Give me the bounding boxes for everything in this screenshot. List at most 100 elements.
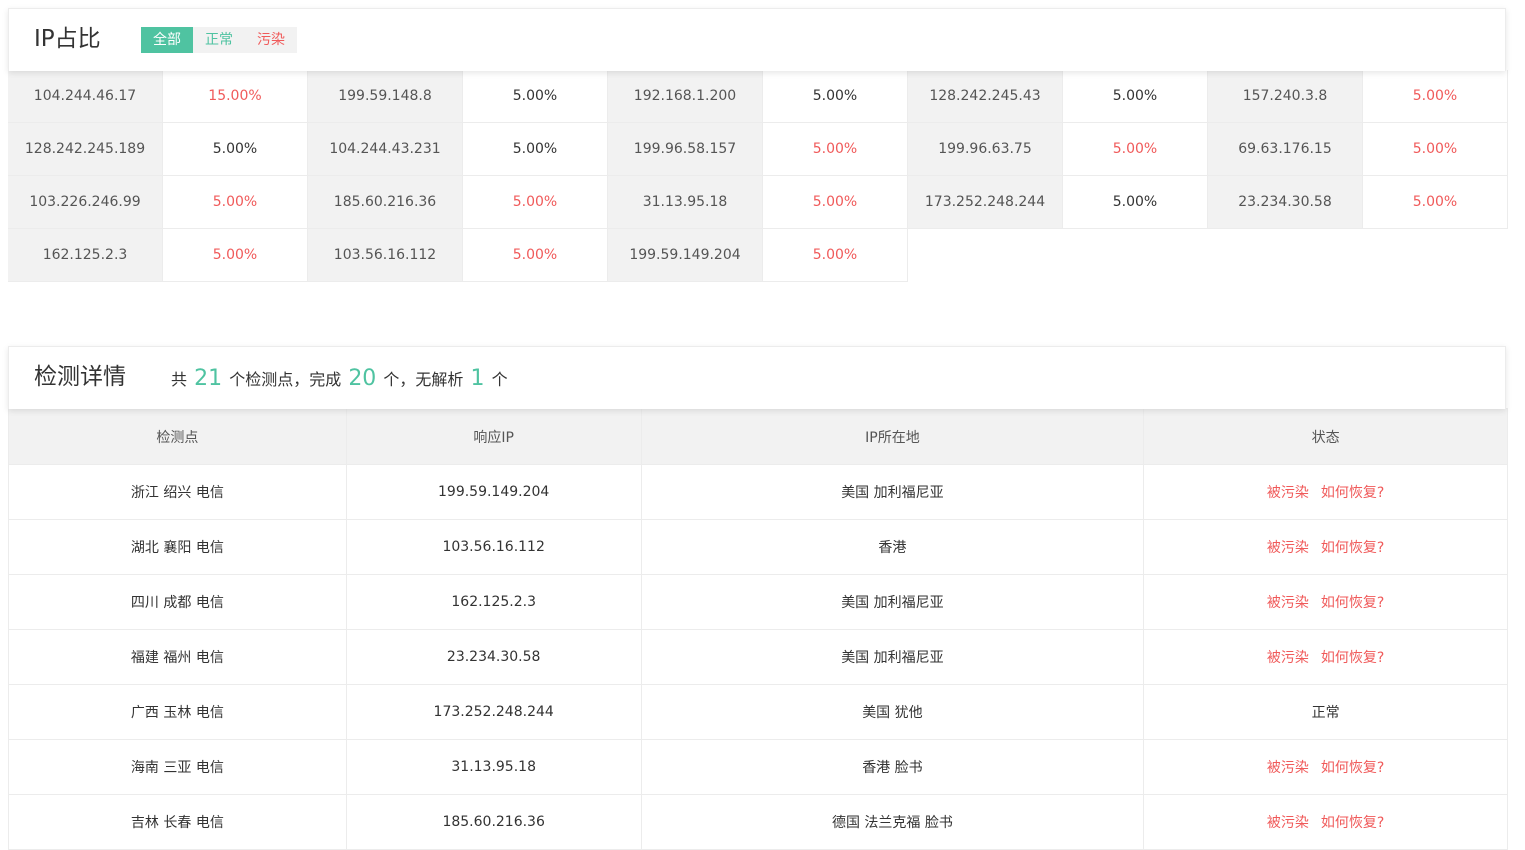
- ip-ratio-percent: 5.00%: [763, 123, 908, 176]
- filter-polluted-button[interactable]: 污染: [245, 27, 297, 53]
- row-ip: 185.60.216.36: [345, 794, 642, 850]
- detail-table-header: 检测点 响应IP IP所在地 状态: [8, 408, 1508, 465]
- status-badge: 被污染: [1266, 650, 1309, 666]
- ip-ratio-ip: 199.59.149.204: [608, 229, 763, 282]
- summary-total-count: 21: [194, 366, 223, 391]
- ip-ratio-panel: IP占比 全部 正常 污染: [8, 8, 1506, 71]
- how-to-recover-link[interactable]: 如何恢复?: [1320, 815, 1385, 831]
- filter-group: 全部 正常 污染: [141, 27, 297, 53]
- ip-ratio-percent: 5.00%: [1063, 70, 1208, 123]
- how-to-recover-link[interactable]: 如何恢复?: [1320, 760, 1385, 776]
- ip-ratio-ip: 192.168.1.200: [608, 70, 763, 123]
- detail-title: 检测详情: [34, 364, 126, 390]
- detail-summary: 共 21 个检测点，完成 20 个，无解析 1 个: [171, 364, 508, 395]
- ip-ratio-percent: 5.00%: [463, 176, 608, 229]
- header-point: 检测点: [8, 408, 347, 465]
- ip-ratio-ip: 199.96.63.75: [908, 123, 1063, 176]
- ip-ratio-ip: 69.63.176.15: [1208, 123, 1363, 176]
- summary-suffix: 个: [491, 370, 508, 389]
- ip-ratio-percent: 5.00%: [763, 229, 908, 282]
- header-location: IP所在地: [640, 408, 1145, 465]
- ip-ratio-ip: 104.244.46.17: [8, 70, 163, 123]
- row-point: 福建 福州 电信: [8, 629, 347, 685]
- status-badge: 被污染: [1266, 815, 1309, 831]
- ip-ratio-percent: 5.00%: [763, 176, 908, 229]
- row-location: 美国 犹他: [640, 684, 1145, 740]
- row-ip: 199.59.149.204: [345, 464, 642, 520]
- ip-ratio-percent: 5.00%: [463, 123, 608, 176]
- ip-ratio-percent: 5.00%: [463, 229, 608, 282]
- status-badge: 被污染: [1266, 540, 1309, 556]
- ip-ratio-ip: 173.252.248.244: [908, 176, 1063, 229]
- summary-prefix: 共: [171, 370, 188, 389]
- row-status-cell: 被污染 如何恢复?: [1143, 629, 1508, 685]
- row-status-cell: 正常: [1143, 684, 1508, 740]
- ip-ratio-ip: 199.96.58.157: [608, 123, 763, 176]
- table-row: 广西 玉林 电信 173.252.248.244 美国 犹他 正常: [8, 684, 1508, 740]
- ip-ratio-percent: 5.00%: [463, 70, 608, 123]
- ip-ratio-ip: 31.13.95.18: [608, 176, 763, 229]
- row-ip: 31.13.95.18: [345, 739, 642, 795]
- table-row: 湖北 襄阳 电信 103.56.16.112 香港 被污染 如何恢复?: [8, 519, 1508, 575]
- row-ip: 173.252.248.244: [345, 684, 642, 740]
- row-point: 海南 三亚 电信: [8, 739, 347, 795]
- ip-ratio-ip: 103.56.16.112: [308, 229, 463, 282]
- row-point: 浙江 绍兴 电信: [8, 464, 347, 520]
- summary-mid1: 个检测点，完成: [229, 370, 342, 389]
- summary-mid2: 个，无解析: [383, 370, 464, 389]
- status-badge: 正常: [1311, 705, 1340, 721]
- row-status-cell: 被污染 如何恢复?: [1143, 519, 1508, 575]
- ip-ratio-percent: 5.00%: [1363, 123, 1508, 176]
- detail-header: 检测详情 共 21 个检测点，完成 20 个，无解析 1 个: [8, 346, 1506, 409]
- summary-none-count: 1: [470, 366, 485, 391]
- detail-panel: 检测详情 共 21 个检测点，完成 20 个，无解析 1 个: [8, 346, 1506, 409]
- filter-normal-button[interactable]: 正常: [193, 27, 245, 53]
- table-row: 海南 三亚 电信 31.13.95.18 香港 脸书 被污染 如何恢复?: [8, 739, 1508, 795]
- how-to-recover-link[interactable]: 如何恢复?: [1320, 650, 1385, 666]
- ip-ratio-percent: 5.00%: [163, 229, 308, 282]
- how-to-recover-link[interactable]: 如何恢复?: [1320, 540, 1385, 556]
- ip-ratio-percent: 15.00%: [163, 70, 308, 123]
- row-point: 四川 成都 电信: [8, 574, 347, 630]
- row-point: 吉林 长春 电信: [8, 794, 347, 850]
- how-to-recover-link[interactable]: 如何恢复?: [1320, 595, 1385, 611]
- row-location: 美国 加利福尼亚: [640, 629, 1145, 685]
- table-row: 浙江 绍兴 电信 199.59.149.204 美国 加利福尼亚 被污染 如何恢复?: [8, 464, 1508, 520]
- ip-ratio-ip: 199.59.148.8: [308, 70, 463, 123]
- ip-ratio-percent: 5.00%: [1363, 70, 1508, 123]
- status-badge: 被污染: [1266, 760, 1309, 776]
- ip-ratio-percent: 5.00%: [1363, 176, 1508, 229]
- row-status-cell: 被污染 如何恢复?: [1143, 464, 1508, 520]
- row-status-cell: 被污染 如何恢复?: [1143, 574, 1508, 630]
- row-location: 香港: [640, 519, 1145, 575]
- row-ip: 103.56.16.112: [345, 519, 642, 575]
- ip-ratio-ip: 185.60.216.36: [308, 176, 463, 229]
- ip-ratio-title: IP占比: [34, 26, 101, 52]
- status-badge: 被污染: [1266, 595, 1309, 611]
- row-point: 湖北 襄阳 电信: [8, 519, 347, 575]
- ip-ratio-header: IP占比 全部 正常 污染: [8, 8, 1506, 71]
- ip-ratio-percent: 5.00%: [163, 176, 308, 229]
- ip-ratio-percent: 5.00%: [1063, 123, 1208, 176]
- ip-ratio-ip: 157.240.3.8: [1208, 70, 1363, 123]
- row-location: 美国 加利福尼亚: [640, 464, 1145, 520]
- row-point: 广西 玉林 电信: [8, 684, 347, 740]
- table-row: 福建 福州 电信 23.234.30.58 美国 加利福尼亚 被污染 如何恢复?: [8, 629, 1508, 685]
- ip-ratio-ip: 128.242.245.43: [908, 70, 1063, 123]
- ip-ratio-percent: 5.00%: [1063, 176, 1208, 229]
- how-to-recover-link[interactable]: 如何恢复?: [1320, 485, 1385, 501]
- row-ip: 162.125.2.3: [345, 574, 642, 630]
- ip-ratio-ip: 104.244.43.231: [308, 123, 463, 176]
- row-location: 香港 脸书: [640, 739, 1145, 795]
- ip-ratio-percent: 5.00%: [763, 70, 908, 123]
- filter-all-button[interactable]: 全部: [141, 27, 193, 53]
- row-location: 德国 法兰克福 脸书: [640, 794, 1145, 850]
- row-status-cell: 被污染 如何恢复?: [1143, 794, 1508, 850]
- header-ip: 响应IP: [345, 408, 642, 465]
- ip-ratio-ip: 23.234.30.58: [1208, 176, 1363, 229]
- header-status: 状态: [1143, 408, 1508, 465]
- ip-ratio-ip: 103.226.246.99: [8, 176, 163, 229]
- row-location: 美国 加利福尼亚: [640, 574, 1145, 630]
- ip-ratio-ip: 162.125.2.3: [8, 229, 163, 282]
- detail-table: 检测点 响应IP IP所在地 状态 浙江 绍兴 电信 199.59.149.204…: [8, 408, 1508, 850]
